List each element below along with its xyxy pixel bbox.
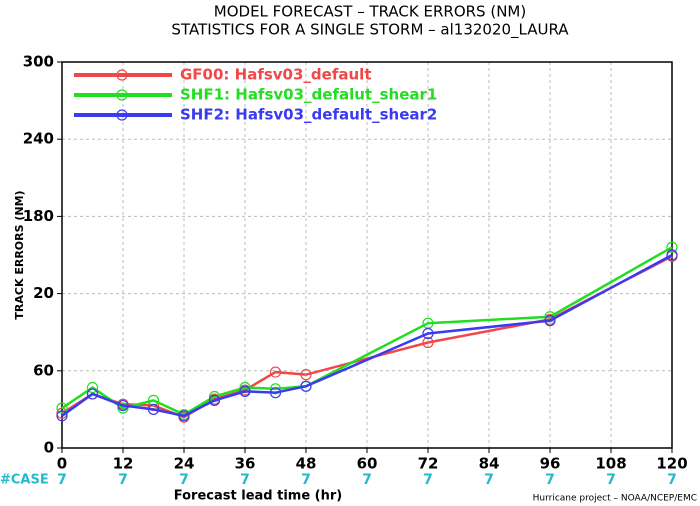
point [208,394,221,406]
legend-marker [116,89,128,101]
x-tick-label: 72 [418,455,439,473]
legend-marker [116,69,128,81]
x-tick-label: 48 [296,455,317,473]
x-tick-label: 24 [174,455,195,473]
y-tick-label: 180 [23,207,54,225]
case-count: 7 [423,472,433,488]
chart-subtitle: STATISTICS FOR A SINGLE STORM – al132020… [171,21,569,40]
case-count: 7 [606,472,616,488]
point [56,402,68,414]
point [666,241,678,253]
point [300,380,312,392]
case-count: 7 [301,472,311,488]
point [178,410,190,422]
point [86,381,99,394]
x-tick-label: 120 [656,455,687,473]
point [117,399,129,412]
case-count: 7 [362,472,372,488]
x-tick-label: 60 [357,455,378,473]
case-count: 7 [179,472,189,488]
point [300,369,312,381]
footnote: Hurricane project – NOAA/NCEP/EMC [533,494,697,504]
point [117,402,129,414]
y-tick-label: 60 [33,361,54,379]
legend-label: GF00: Hafsv03_default [180,66,371,84]
x-axis-label: Forecast lead time (hr) [174,489,342,504]
point [147,403,160,415]
point [544,315,556,327]
point [239,385,251,397]
y-tick-label: 0 [44,439,54,457]
y-tick-label: 240 [23,130,54,148]
case-count: 7 [118,472,128,488]
x-tick-label: 12 [113,455,134,473]
point [269,366,282,378]
case-count: 7 [667,472,677,488]
point [56,410,68,422]
legend-marker [116,109,128,121]
legend-label: SHF1: Hafsv03_defalut_shear1 [180,86,437,104]
case-count: 7 [484,472,494,488]
case-count: 7 [57,472,67,488]
x-tick-label: 84 [479,455,500,473]
point [86,388,99,400]
y-tick-label: 300 [23,53,54,71]
point [147,394,160,406]
chart-title: MODEL FORECAST – TRACK ERRORS (NM) [214,3,526,21]
point [269,387,282,399]
y-axis-label: TRACK ERRORS (NM) [13,190,26,319]
point [666,249,678,261]
case-label: #CASE [0,473,49,488]
point [422,327,434,340]
case-count: 7 [240,472,250,488]
x-tick-label: 36 [235,455,256,473]
case-count: 7 [545,472,555,488]
legend-label: SHF2: Hafsv03_default_shear2 [180,106,437,124]
x-tick-label: 0 [57,455,67,473]
point [422,336,434,349]
x-tick-label: 108 [595,455,626,473]
y-tick-label: 20 [33,284,54,302]
x-tick-label: 96 [540,455,561,473]
